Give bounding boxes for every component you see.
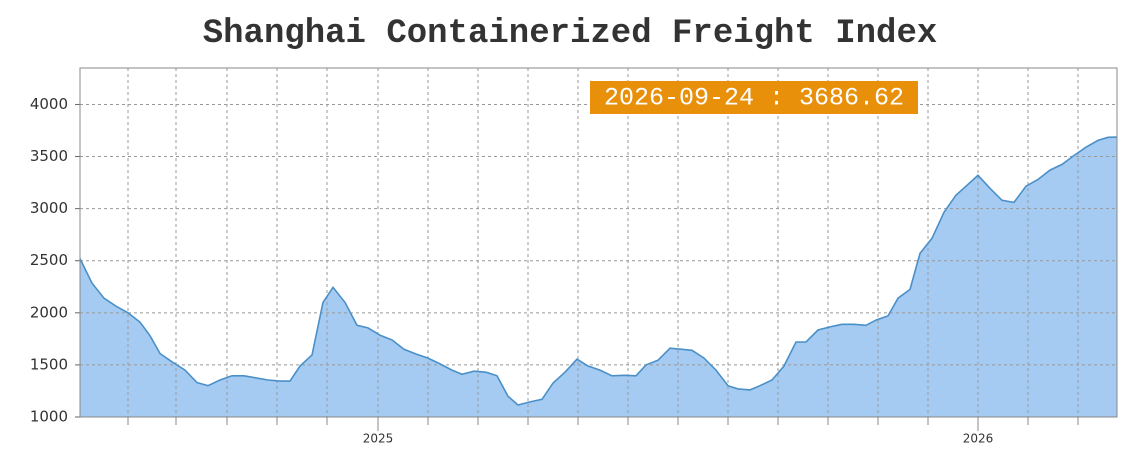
- y-tick-label: 2000: [30, 303, 68, 321]
- y-tick-label: 4000: [30, 95, 68, 113]
- annotation-box: [590, 81, 918, 114]
- annotation: 2026-09-24 : 3686.62: [604, 84, 904, 113]
- plot-frame: [79, 67, 1118, 418]
- y-tick-label: 1500: [30, 355, 68, 373]
- x-tick-label: 2025: [363, 432, 394, 446]
- line: [79, 136, 1118, 406]
- y-tick-label: 3500: [30, 147, 68, 165]
- x-tick-label: 2026: [963, 432, 994, 446]
- area: [80, 137, 1117, 417]
- y-tick-label: 2500: [30, 251, 68, 269]
- chart-title: Shanghai Containerized Freight Index: [203, 15, 938, 53]
- y-tick-label: 1000: [30, 408, 68, 426]
- y-tick-label: 3000: [30, 199, 68, 217]
